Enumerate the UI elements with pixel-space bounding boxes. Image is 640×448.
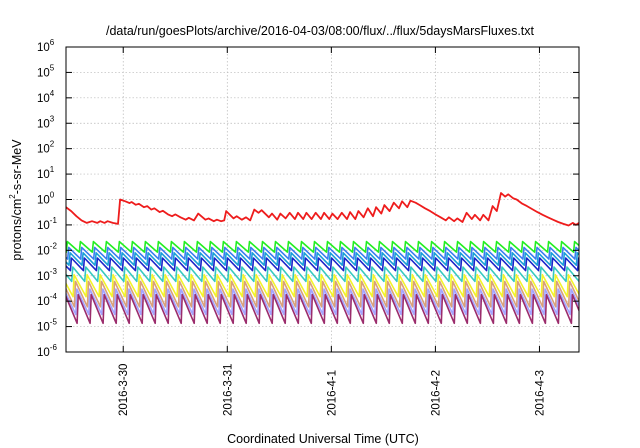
y-tick-label: 100	[37, 191, 55, 207]
series-line-5	[66, 257, 579, 272]
series-line-4	[66, 252, 579, 266]
y-tick-label: 105	[37, 63, 55, 79]
y-tick-label: 101	[37, 165, 55, 181]
x-axis-label: Coordinated Universal Time (UTC)	[227, 432, 419, 446]
series-line-8	[66, 280, 579, 308]
y-tick-label: 10-6	[37, 343, 57, 359]
series-line-3	[66, 246, 579, 260]
series-lines	[66, 192, 579, 325]
x-tick-label: 2016-4-1	[326, 370, 338, 416]
y-tick-label: 10-2	[37, 241, 57, 257]
y-tick-label: 10-5	[37, 318, 57, 334]
x-ticks: 2016-3-30 2016-3-31 2016-4-1 2016-4-2 2016-4…	[118, 47, 546, 416]
series-line-9	[66, 288, 579, 316]
y-tick-label: 102	[37, 140, 55, 156]
x-tick-label: 2016-4-2	[430, 370, 442, 416]
x-tick-label: 2016-3-30	[118, 364, 130, 416]
series-line-10	[66, 293, 579, 325]
y-tick-label: 104	[37, 89, 55, 105]
chart-title: /data/run/goesPlots/archive/2016-04-03/0…	[106, 24, 535, 38]
y-tick-label: 10-1	[37, 216, 57, 232]
y-tick-label: 10-4	[37, 292, 57, 308]
x-tick-label: 2016-3-31	[222, 364, 234, 416]
y-tick-label: 103	[37, 114, 55, 130]
y-axis-label: protons/cm2-s-sr-MeV	[8, 139, 24, 261]
series-line-2	[66, 240, 579, 253]
series-line-1	[66, 192, 579, 227]
y-ticks: 10-6 10-5 10-4 10-3 10-2 10-1 100 101 102 103 104 1…	[37, 38, 579, 359]
series-line-7	[66, 273, 579, 298]
x-tick-label: 2016-4-3	[534, 370, 546, 416]
series-line-6	[66, 266, 579, 283]
y-tick-label: 10-3	[37, 267, 57, 283]
y-tick-label: 106	[37, 38, 55, 54]
